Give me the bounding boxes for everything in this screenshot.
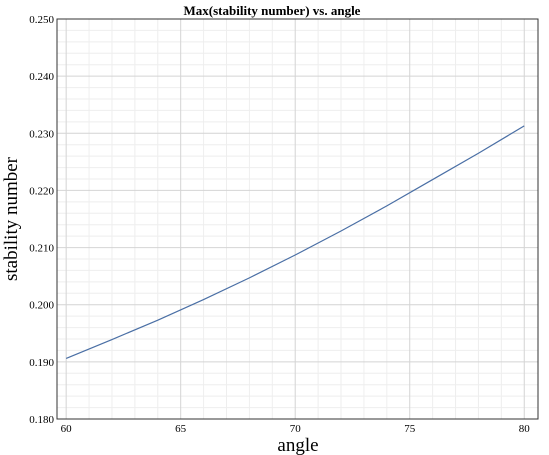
plot-frame [56, 18, 539, 420]
x-tick-label: 80 [519, 423, 531, 435]
y-tick-label: 0.220 [29, 185, 54, 197]
y-tick-label: 0.200 [29, 300, 54, 312]
x-tick-labels: 60 65 70 75 80 [61, 423, 531, 435]
major-grid [57, 18, 538, 420]
y-tick-label: 0.210 [29, 243, 54, 255]
y-tick-labels: 0.180 0.190 0.200 0.210 0.220 0.230 0.240 0.250 [29, 14, 54, 426]
y-tick-label: 0.250 [29, 14, 54, 26]
minor-grid [57, 19, 538, 419]
y-tick-label: 0.180 [29, 414, 54, 426]
x-tick-label: 70 [290, 423, 302, 435]
y-tick-label: 0.240 [29, 71, 54, 83]
chart-title: Max(stability number) vs. angle [184, 3, 361, 18]
x-axis-label: angle [277, 435, 318, 455]
x-tick-label: 75 [404, 423, 416, 435]
y-tick-label: 0.190 [29, 357, 54, 369]
x-tick-label: 60 [61, 423, 73, 435]
y-axis-label: stability number [1, 156, 22, 281]
y-tick-label: 0.230 [29, 128, 54, 140]
x-tick-label: 65 [175, 423, 187, 435]
series-line [65, 125, 525, 359]
